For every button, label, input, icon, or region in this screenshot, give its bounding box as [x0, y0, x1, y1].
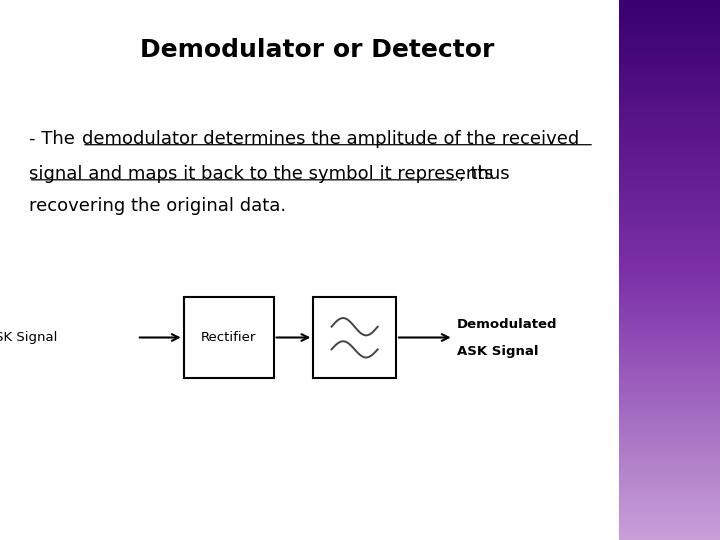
Text: , thus: , thus — [459, 165, 510, 183]
Text: Rectifier: Rectifier — [201, 331, 256, 344]
Text: - The: - The — [29, 130, 81, 147]
Text: recovering the original data.: recovering the original data. — [29, 197, 286, 215]
Text: demodulator determines the amplitude of the received: demodulator determines the amplitude of … — [82, 130, 580, 147]
Text: ASK Signal: ASK Signal — [457, 345, 539, 357]
Text: Demodulated: Demodulated — [457, 318, 558, 330]
Text: signal and maps it back to the symbol it represents: signal and maps it back to the symbol it… — [29, 165, 493, 183]
Text: ASK Signal: ASK Signal — [0, 331, 58, 344]
Bar — [184, 297, 274, 378]
Text: Demodulator or Detector: Demodulator or Detector — [140, 38, 494, 62]
Bar — [313, 297, 396, 378]
